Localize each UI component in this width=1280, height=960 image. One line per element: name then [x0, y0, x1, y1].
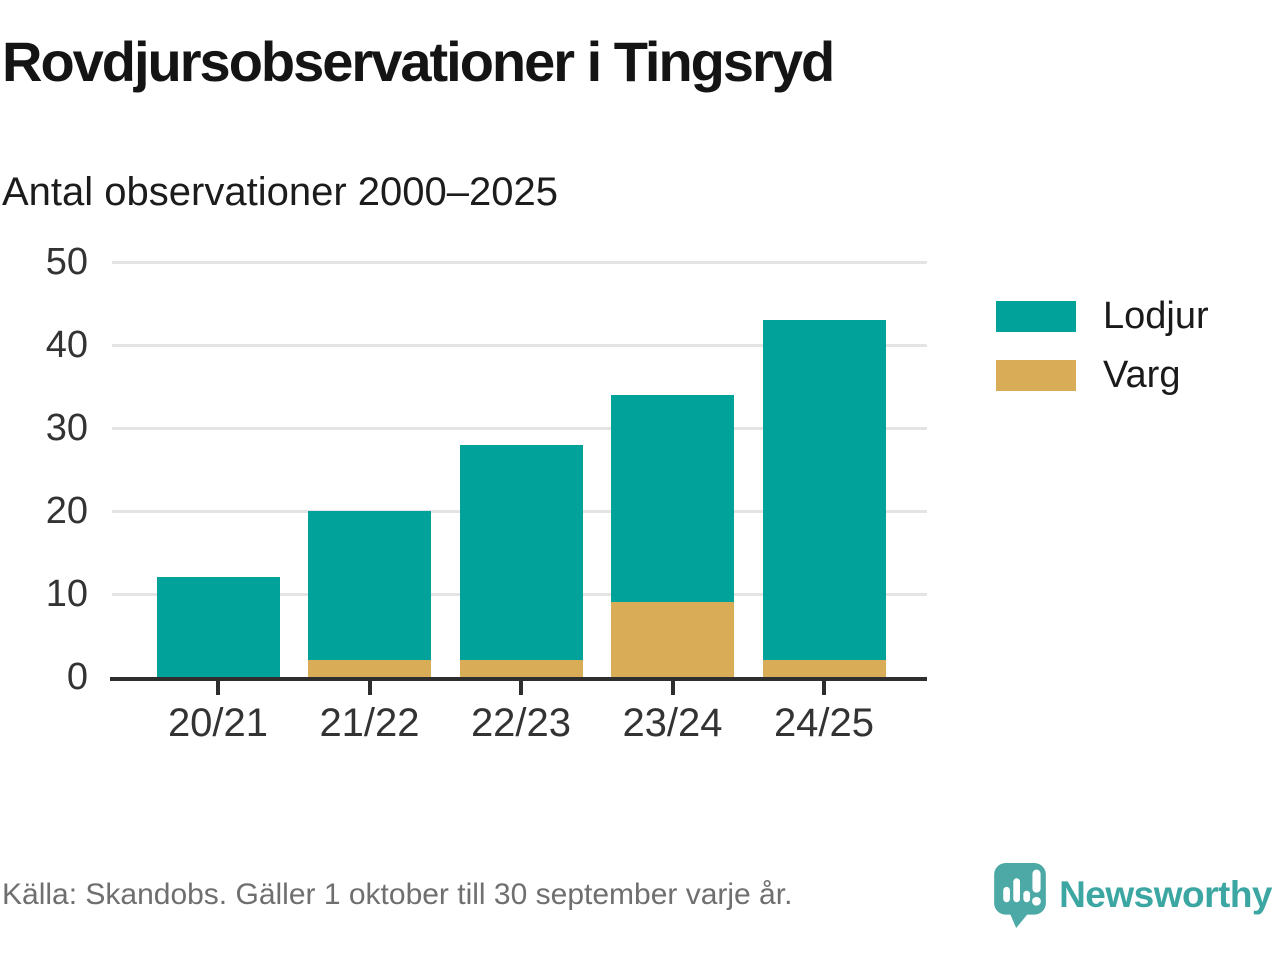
bar-24-25: [762, 320, 886, 677]
footer: Källa: Skandobs. Gäller 1 oktober till 3…: [0, 858, 1280, 932]
segment-lodjur: [762, 320, 886, 661]
newsworthy-logo-icon: [994, 862, 1046, 928]
legend-label: Lodjur: [1103, 294, 1209, 337]
x-axis-line: [110, 677, 927, 681]
legend-item-lodjur: Lodjur: [996, 295, 1209, 337]
x-tick-label: 20/21: [167, 701, 269, 745]
segment-lodjur: [156, 577, 280, 677]
x-tick-label: 23/24: [622, 701, 723, 745]
varg-swatch-icon: [996, 359, 1076, 391]
gridline-50: [112, 260, 927, 264]
y-tick-label: 50: [45, 241, 88, 283]
y-tick-label: 20: [45, 490, 88, 532]
bar-20-21: [156, 577, 280, 677]
segment-lodjur: [459, 444, 583, 661]
newsworthy-wordmark: Newsworthy: [1059, 874, 1272, 915]
gridline-30: [112, 426, 927, 430]
x-tick-label: 24/25: [773, 701, 875, 745]
bar-21-22: [308, 511, 431, 677]
chart-subtitle: Antal observationer 2000–2025: [2, 170, 558, 214]
bar-22-23: [459, 444, 583, 677]
segment-varg: [611, 602, 734, 677]
y-tick-label: 30: [45, 407, 88, 449]
legend-item-varg: Varg: [996, 354, 1209, 396]
y-tick-label: 40: [45, 324, 88, 366]
legend-label: Varg: [1103, 353, 1181, 396]
x-tick-label: 21/22: [319, 701, 420, 745]
x-tick: [822, 677, 826, 695]
newsworthy-brand: Newsworthy: [993, 858, 1272, 932]
x-tick: [670, 677, 675, 695]
segment-lodjur: [308, 511, 431, 661]
x-tick-label: 22/23: [470, 701, 572, 745]
segment-varg: [459, 660, 583, 677]
lodjur-swatch-icon: [996, 300, 1076, 332]
x-tick: [519, 677, 523, 695]
segment-varg: [762, 660, 886, 677]
segment-varg: [308, 660, 431, 677]
chart-title: Rovdjursobservationer i Tingsryd: [2, 30, 835, 93]
y-tick-label: 0: [66, 656, 88, 698]
legend: Lodjur Varg: [996, 295, 1209, 418]
x-tick: [367, 677, 372, 695]
y-tick-label: 10: [45, 573, 88, 615]
bar-23-24: [611, 394, 734, 677]
source-note: Källa: Skandobs. Gäller 1 oktober till 3…: [2, 878, 793, 911]
gridline-40: [112, 343, 927, 347]
plot-area: 0 10 20 30 40 50 20/21 21/22 22/23 23/24 24/25: [46, 243, 927, 745]
x-tick: [216, 677, 220, 695]
segment-lodjur: [611, 394, 734, 603]
